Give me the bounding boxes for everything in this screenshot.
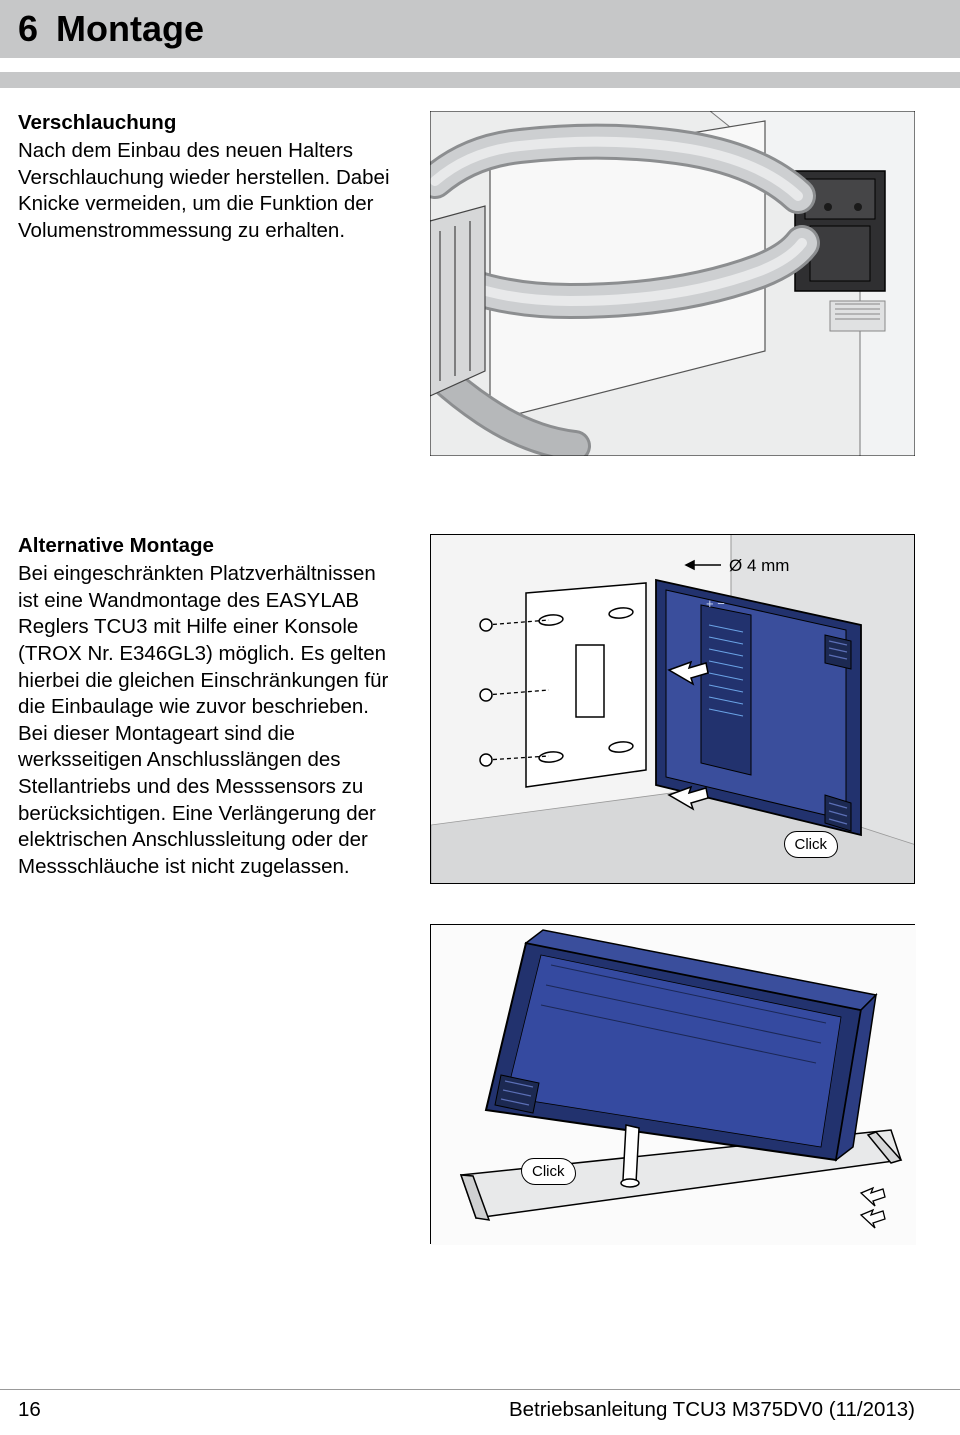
page-footer: 16 Betriebsanleitung TCU3 M375DV0 (11/20… xyxy=(0,1389,960,1422)
figure-hoses xyxy=(430,111,915,456)
doc-title-footer: Betriebsanleitung TCU3 M375DV0 (11/2013) xyxy=(509,1398,915,1422)
verschlauchung-heading: Verschlauchung xyxy=(18,111,400,135)
alternative-montage-text: Bei eingeschränkten Platzverhältnissen i… xyxy=(18,561,400,881)
dimension-label: Ø 4 mm xyxy=(729,556,789,576)
verschlauchung-text: Nach dem Einbau des neuen Halters Versch… xyxy=(18,138,400,245)
header-strip xyxy=(0,72,960,88)
alternative-montage-heading: Alternative Montage xyxy=(18,534,400,558)
section-number: 6 xyxy=(18,8,38,50)
click-label-wall: Click xyxy=(784,831,839,858)
figure-click-mount: Click xyxy=(430,924,915,1244)
page-number: 16 xyxy=(18,1398,41,1422)
section-header: 6 Montage xyxy=(0,0,960,58)
click-label-bottom: Click xyxy=(521,1158,576,1185)
figure-wall-mount: + − Ø 4 mm Click xyxy=(430,534,915,884)
section-title: Montage xyxy=(56,8,204,50)
plus-minus-label: + − xyxy=(706,596,725,611)
